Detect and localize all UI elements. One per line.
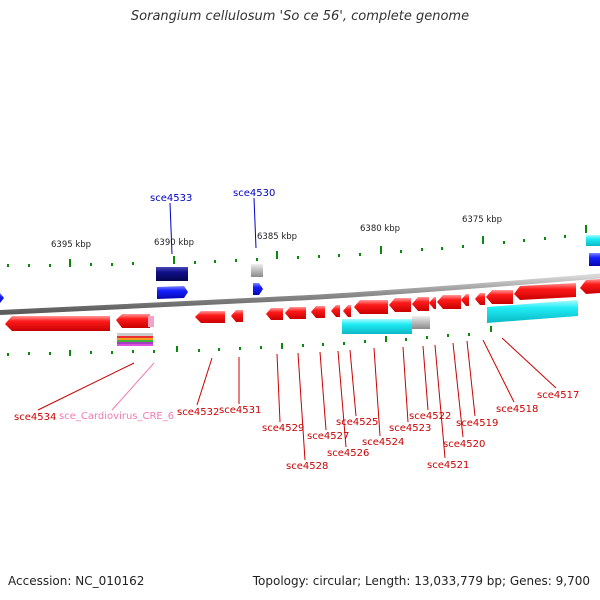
- scale-labels: 6395 kbp 6390 kbp 6385 kbp 6380 kbp 6375…: [51, 215, 502, 250]
- gene-cyan-b[interactable]: [487, 300, 578, 323]
- gene-sce4533b[interactable]: [116, 314, 150, 328]
- label-cre6[interactable]: sce_Cardiovirus_CRE_6: [59, 411, 174, 422]
- leader-sce4523: [402, 346, 409, 423]
- gene-sce4525[interactable]: [343, 305, 351, 317]
- gene-gray-a[interactable]: [412, 316, 430, 329]
- genome-title: Sorangium cellulosum 'So ce 56', complet…: [130, 9, 470, 24]
- leader-sce4518: [482, 339, 515, 403]
- gene-sce4527[interactable]: [311, 306, 325, 318]
- gene-sce4532[interactable]: [195, 311, 225, 323]
- cre-bar-4[interactable]: [117, 340, 153, 342]
- label-sce4525[interactable]: sce4525: [336, 417, 378, 428]
- gene-sce4519[interactable]: [461, 294, 469, 306]
- gene-cyan-a[interactable]: [342, 319, 412, 334]
- genome-backbone: [0, 273, 600, 315]
- scale-label-6380: 6380 kbp: [360, 224, 400, 234]
- label-sce4529[interactable]: sce4529: [262, 423, 304, 434]
- topology-text: Topology: circular; Length: 13,033,779 b…: [252, 574, 590, 588]
- leader-sce4517: [501, 337, 557, 389]
- gene-right-edge-blue[interactable]: [589, 253, 600, 266]
- forward-strand-genes: [0, 235, 600, 303]
- label-sce4528[interactable]: sce4528: [286, 461, 328, 472]
- gene-sce4526[interactable]: [331, 305, 340, 317]
- scale-ticks-outer: [7, 225, 587, 267]
- cre-bar-3[interactable]: [117, 338, 153, 340]
- leader-sce4525: [349, 349, 357, 417]
- cre-bar-2[interactable]: [117, 336, 153, 338]
- gene-sce4524[interactable]: [354, 300, 388, 314]
- label-sce4531[interactable]: sce4531: [219, 405, 261, 416]
- label-sce4522[interactable]: sce4522: [409, 411, 451, 422]
- label-sce4533[interactable]: sce4533: [150, 193, 192, 204]
- scale-ticks-inner: [7, 326, 492, 356]
- gene-sce4523[interactable]: [389, 298, 411, 312]
- label-sce4530[interactable]: sce4530: [233, 188, 275, 199]
- gene-sce4522[interactable]: [412, 297, 429, 311]
- label-sce4519[interactable]: sce4519: [456, 418, 498, 429]
- leader-sce4524: [373, 347, 381, 437]
- gene-sce4530-arrow[interactable]: [253, 283, 263, 295]
- leader-sce4521: [434, 344, 446, 459]
- gene-sce4533-box[interactable]: [156, 267, 188, 281]
- leader-cre6: [111, 362, 155, 411]
- scale-label-6390: 6390 kbp: [154, 238, 194, 248]
- label-sce4521[interactable]: sce4521: [427, 460, 469, 471]
- label-sce4532[interactable]: sce4532: [177, 407, 219, 418]
- leader-sce4519: [466, 340, 476, 417]
- gene-labels: sce4533 sce4530 sce4534 sce_Cardiovirus_…: [14, 188, 579, 472]
- leader-sce4528: [297, 352, 306, 461]
- gene-sce4529[interactable]: [266, 308, 283, 320]
- gene-right-edge-red[interactable]: [580, 279, 600, 294]
- label-sce4518[interactable]: sce4518: [496, 404, 538, 415]
- gene-sce4530-box[interactable]: [251, 264, 263, 277]
- scale-label-6375: 6375 kbp: [462, 215, 502, 225]
- leader-sce4532: [196, 357, 213, 406]
- leader-sce4534: [37, 362, 135, 411]
- gene-sce4533b-gray[interactable]: [148, 316, 154, 327]
- leader-sce4530: [253, 197, 257, 249]
- scale-label-6385: 6385 kbp: [257, 232, 297, 242]
- gene-sce4534[interactable]: [5, 316, 110, 331]
- leader-sce4526: [337, 350, 347, 448]
- gene-sce4517[interactable]: [514, 283, 576, 300]
- leader-sce4533: [169, 202, 173, 255]
- reverse-strand-genes: [5, 279, 600, 346]
- label-sce4526[interactable]: sce4526: [327, 448, 369, 459]
- accession-text: Accession: NC_010162: [8, 574, 145, 588]
- scale-label-6395: 6395 kbp: [51, 240, 91, 250]
- cre-bar-6[interactable]: [117, 344, 153, 346]
- gene-sce4533-arrow[interactable]: [157, 286, 188, 299]
- leader-sce4527: [319, 351, 327, 431]
- gene-sce4528[interactable]: [285, 307, 306, 319]
- gene-sce4531[interactable]: [231, 310, 243, 322]
- gene-sce4518-small[interactable]: [475, 293, 485, 305]
- label-sce4534[interactable]: sce4534: [14, 412, 56, 423]
- label-sce4517[interactable]: sce4517: [537, 390, 579, 401]
- gene-right-edge-cyan[interactable]: [586, 235, 600, 246]
- leader-sce4529: [276, 353, 281, 423]
- gene-sce4518[interactable]: [486, 290, 513, 304]
- leader-sce4522: [422, 345, 429, 411]
- label-sce4527[interactable]: sce4527: [307, 431, 349, 442]
- cre-bar-1[interactable]: [117, 333, 153, 336]
- leader-sce4520: [452, 342, 464, 438]
- gene-sce4521[interactable]: [429, 297, 436, 309]
- cre-bar-5[interactable]: [117, 342, 153, 344]
- label-leaders: [37, 197, 557, 461]
- label-sce4523[interactable]: sce4523: [389, 423, 431, 434]
- gene-arrow-left-edge[interactable]: [0, 293, 4, 303]
- gene-sce4520[interactable]: [437, 295, 461, 309]
- label-sce4520[interactable]: sce4520: [443, 439, 485, 450]
- label-sce4524[interactable]: sce4524: [362, 437, 404, 448]
